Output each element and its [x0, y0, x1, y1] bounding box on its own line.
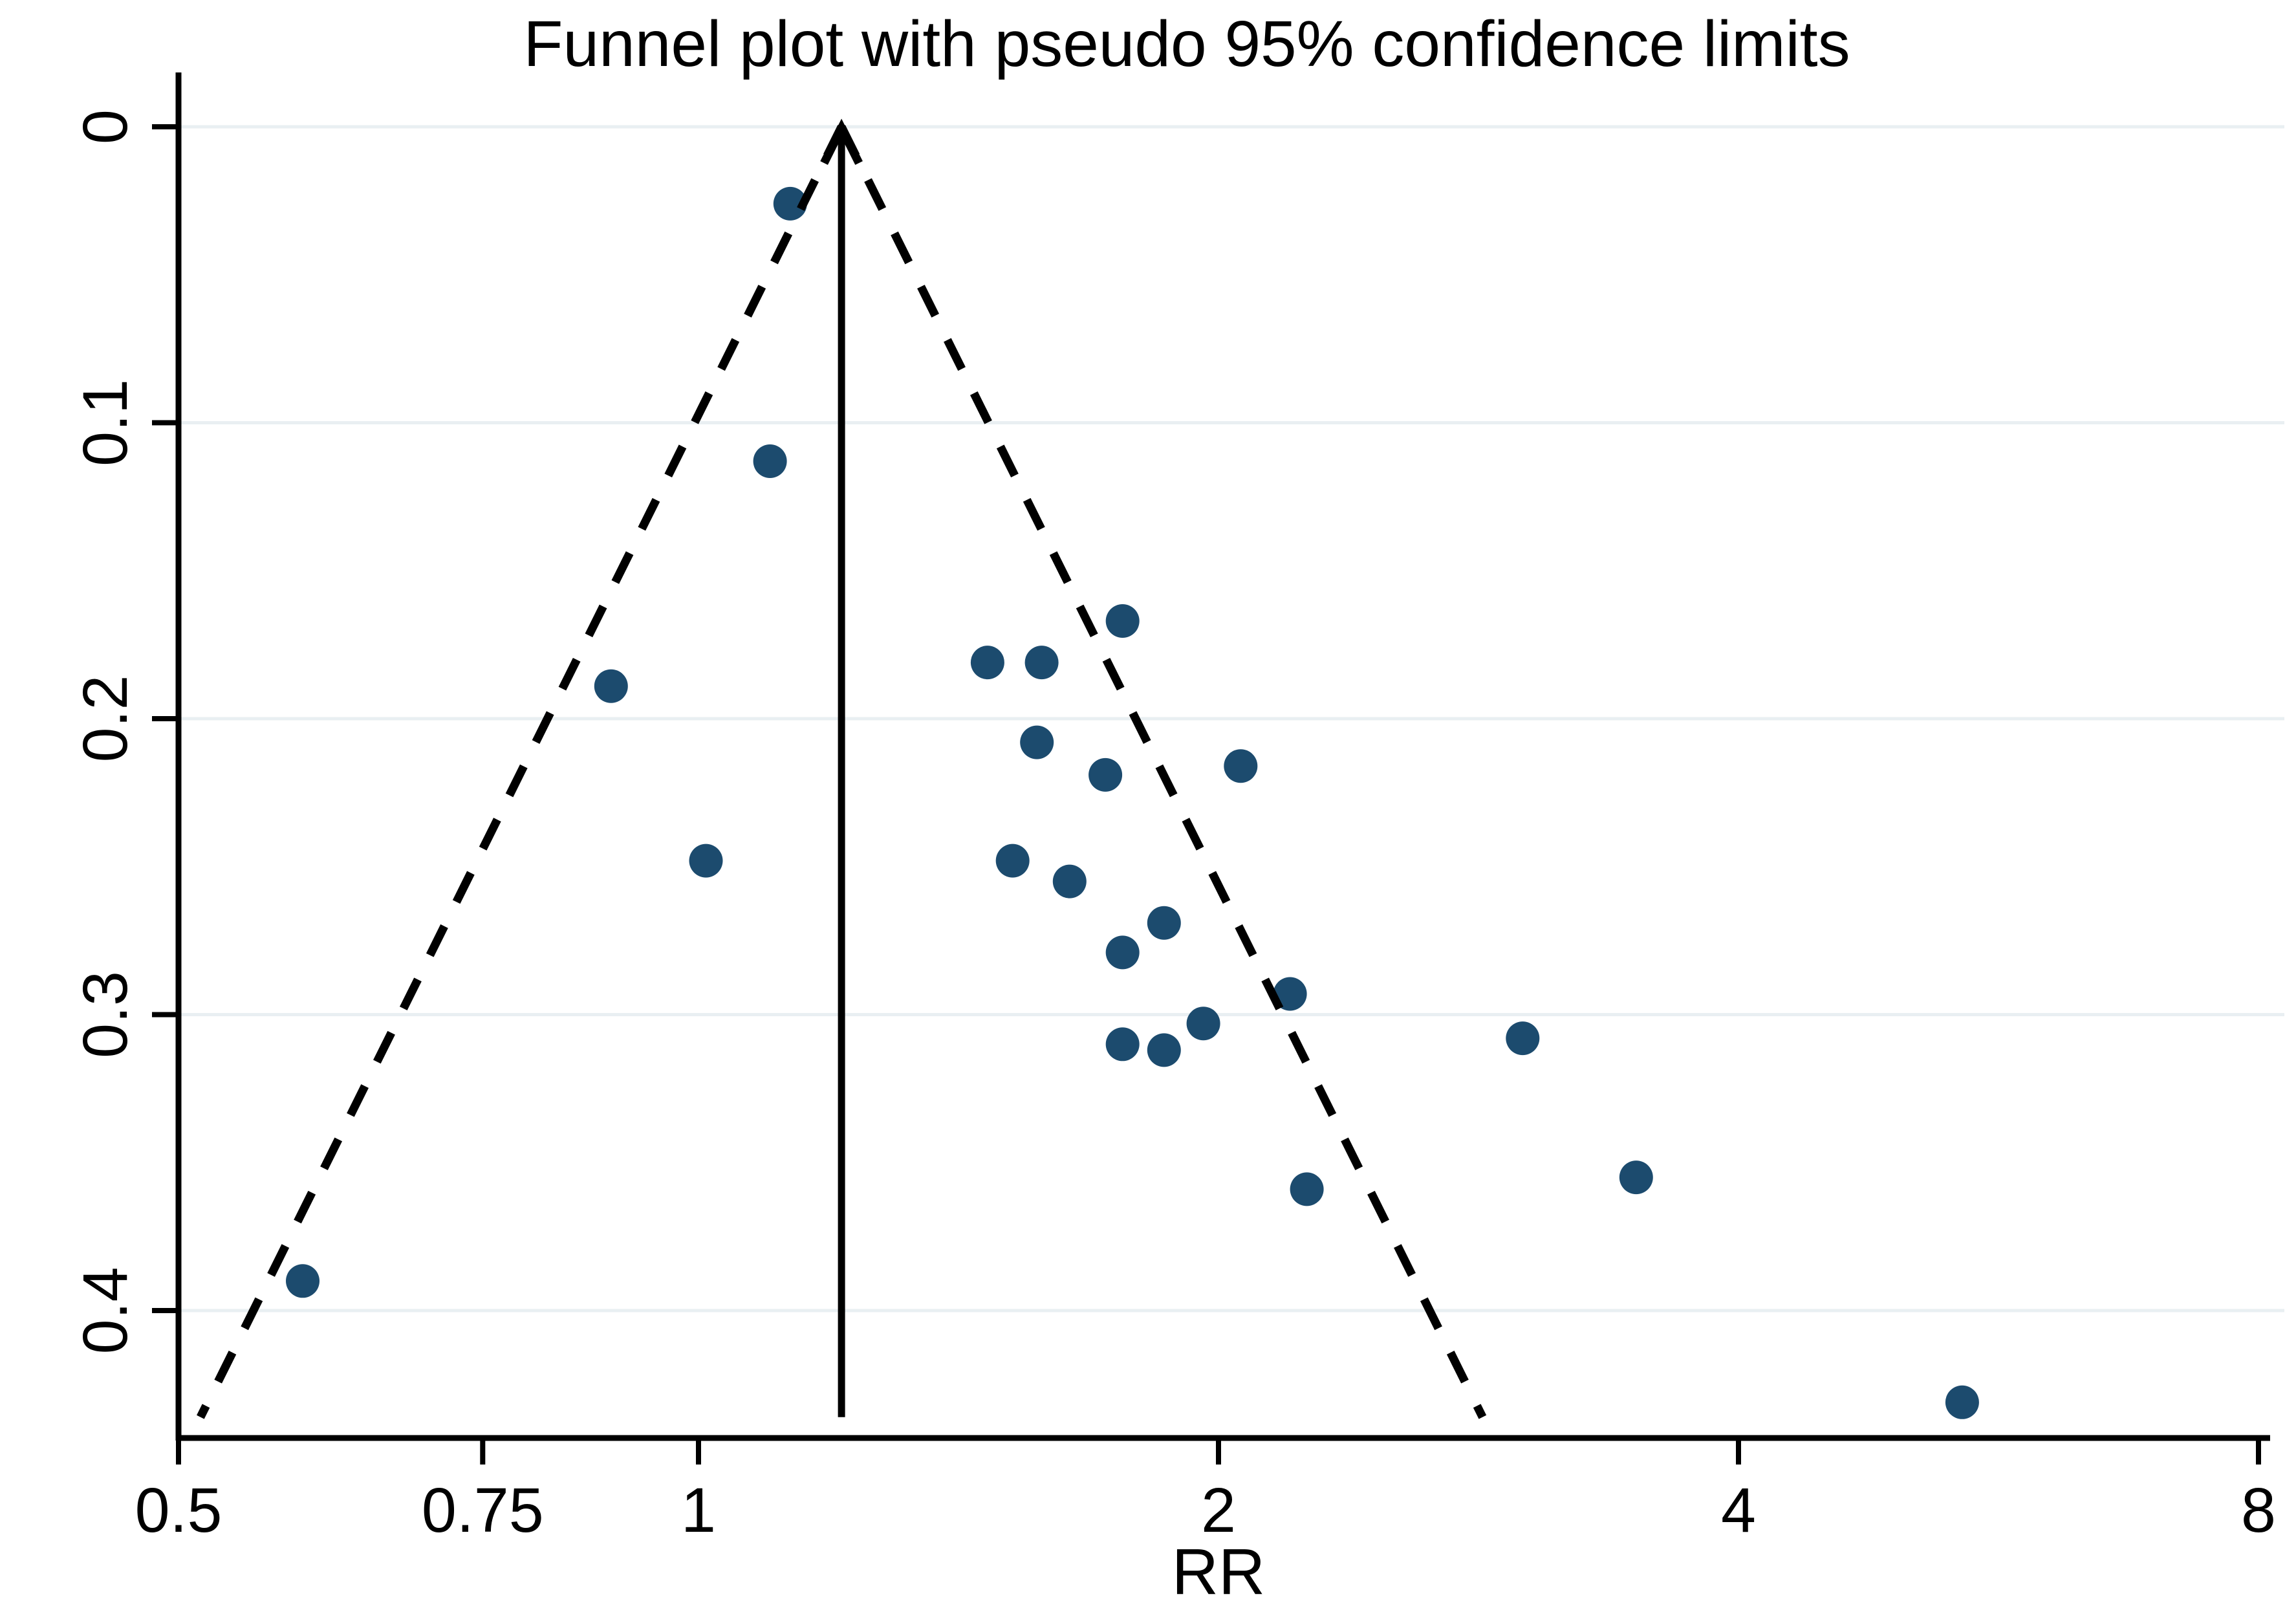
x-tick-label: 0.5	[135, 1475, 222, 1545]
data-point	[753, 444, 787, 478]
funnel-ci-right-line	[838, 125, 1487, 1419]
pooled-effect-arrowhead	[820, 118, 863, 165]
data-point	[1945, 1385, 1979, 1419]
pooled-effect	[820, 118, 863, 1417]
data-point	[995, 844, 1030, 878]
data-point	[1105, 935, 1140, 970]
data-point	[1052, 864, 1087, 899]
data-point	[1105, 1027, 1140, 1062]
x-tick-label: 0.75	[422, 1475, 544, 1545]
data-point	[1088, 757, 1123, 792]
data-point	[286, 1264, 319, 1298]
data-point	[1290, 1172, 1324, 1206]
data-point	[1186, 1007, 1220, 1041]
scatter-points	[286, 186, 1979, 1419]
x-tick-label: 8	[2241, 1475, 2276, 1545]
data-point	[1105, 604, 1140, 638]
data-point	[1619, 1160, 1653, 1195]
x-tick-label: 1	[681, 1475, 716, 1545]
y-tick-label: 0.4	[70, 1267, 140, 1355]
y-tick-label: 0	[70, 109, 140, 144]
data-point	[1024, 646, 1059, 680]
gridlines	[179, 125, 2284, 1312]
data-point	[1506, 1021, 1540, 1056]
data-point	[773, 186, 807, 221]
data-point	[1020, 725, 1054, 759]
data-point	[594, 669, 628, 703]
y-tick-label: 0.3	[70, 971, 140, 1058]
data-point	[1147, 1033, 1181, 1067]
data-point	[1224, 749, 1258, 783]
funnel-ci-lines	[197, 125, 1487, 1419]
x-tick-label: 2	[1201, 1475, 1236, 1545]
funnel-ci-left-line	[197, 125, 845, 1419]
data-point	[1147, 906, 1181, 940]
axes: 0 0.1 0.2 0.3 0.4 0.5 0.75 1 2 4 8	[70, 72, 2276, 1545]
x-tick-label: 4	[1721, 1475, 1756, 1545]
data-point	[970, 646, 1004, 680]
data-point	[1273, 977, 1307, 1011]
y-tick-label: 0.1	[70, 379, 140, 466]
chart-title: Funnel plot with pseudo 95% confidence l…	[523, 8, 1850, 80]
y-tick-label: 0.2	[70, 675, 140, 763]
x-axis-title: RR	[1172, 1536, 1265, 1608]
data-point	[689, 844, 723, 878]
